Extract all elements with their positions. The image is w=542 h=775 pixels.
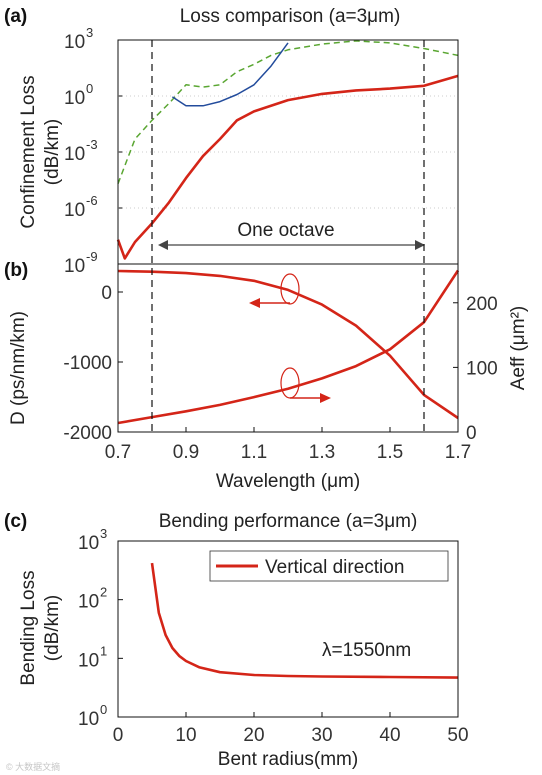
panel-c: (c) Bending performance (a=3μm) Bending …: [4, 511, 469, 770]
panel-a-ytick-exponent: -3: [86, 137, 98, 152]
panel-b-ytick-right-label: 0: [466, 423, 477, 444]
panel-c-ytick-base: 10: [78, 709, 99, 730]
panel-c-title: Bending performance (a=3μm): [159, 511, 418, 532]
panel-b-aeff-line: [117, 269, 460, 425]
panel-c-ytick-exponent: 2: [100, 585, 107, 600]
panel-b-ytick-right-label: 200: [466, 294, 498, 315]
panel-c-frame: [117, 540, 459, 718]
panel-a-ytick-exponent: -6: [86, 193, 98, 208]
panel-c-ylabel-line2: (dB/km): [42, 595, 63, 662]
panel-c-xtick-label: 0: [113, 725, 124, 746]
panel-b-frame: [117, 263, 459, 433]
panel-b-ytick-right-label: 100: [466, 358, 498, 379]
panel-c-xtick-label: 10: [175, 725, 196, 746]
panel-a-ytick-base: 10: [64, 256, 85, 277]
one-octave-arrow-left-head: [158, 240, 168, 250]
panel-b-xtick-label: 1.5: [377, 442, 403, 463]
aeff-curve-marker-ellipse: [280, 367, 300, 399]
panel-c-ytick-exponent: 1: [100, 643, 107, 658]
one-octave-label: One octave: [237, 220, 334, 241]
panel-b-xtick-label: 1.1: [241, 442, 267, 463]
panel-c-ytick-base: 10: [78, 650, 99, 671]
panel-a-title: Loss comparison (a=3μm): [180, 6, 401, 27]
panel-b-ytick-left-label: -1000: [63, 353, 112, 374]
panel-c-bending-loss-line: [150, 562, 459, 679]
d-curve-marker-ellipse: [280, 273, 300, 305]
panel-b-label: (b): [4, 260, 28, 281]
panel-a-ytick-base: 10: [64, 144, 85, 165]
panel-b-ytick-left-label: 0: [101, 283, 112, 304]
panel-b-ytick-left-label: -2000: [63, 423, 112, 444]
panel-b-xtick-label: 0.7: [105, 442, 131, 463]
panel-c-xtick-label: 20: [243, 725, 264, 746]
panel-a-ylabel-line1: Confinement Loss: [18, 75, 39, 228]
panel-c-ytick-exponent: 3: [100, 526, 107, 541]
panel-a-ytick-exponent: 0: [86, 81, 93, 96]
panel-a-ytick-base: 10: [64, 88, 85, 109]
aeff-axis-arrow-head: [320, 393, 331, 403]
panel-a-series-line-2: [117, 40, 459, 184]
panel-b-dispersion-line: [117, 269, 459, 420]
watermark-text: © 大数据文摘: [6, 761, 60, 772]
panel-b-xlabel: Wavelength (μm): [216, 471, 360, 492]
panel-b-xtick-label: 0.9: [173, 442, 199, 463]
panel-c-annotation: λ=1550nm: [322, 640, 411, 661]
one-octave-arrow-right-head: [415, 240, 425, 250]
panel-a-ylabel-line2: (dB/km): [42, 119, 63, 186]
panel-a-ytick-exponent: -9: [86, 249, 98, 264]
panel-a-ytick-exponent: 3: [86, 25, 93, 40]
panel-a-ytick-base: 10: [64, 200, 85, 221]
panel-c-label: (c): [4, 511, 27, 532]
panel-c-xtick-label: 40: [379, 725, 400, 746]
panel-b-xtick-label: 1.3: [309, 442, 335, 463]
panel-a-ytick-base: 10: [64, 32, 85, 53]
panel-a-series-line-1: [116, 74, 459, 260]
panel-c-ytick-base: 10: [78, 533, 99, 554]
panel-c-ytick-exponent: 0: [100, 702, 107, 717]
d-axis-arrow-head: [249, 298, 260, 308]
panel-a-series-line-3: [171, 42, 289, 107]
panel-c-xlabel: Bent radius(mm): [218, 749, 358, 770]
panel-c-ytick-base: 10: [78, 592, 99, 613]
panel-c-ylabel-line1: Bending Loss: [18, 570, 39, 685]
panel-a-label: (a): [4, 6, 27, 27]
panel-b-ylabel-right: Aeff (μm²): [508, 306, 529, 391]
panel-c-xtick-label: 50: [447, 725, 468, 746]
panel-c-xtick-label: 30: [311, 725, 332, 746]
panel-b-ylabel-left: D (ps/nm/km): [8, 311, 29, 425]
panel-b: (b) D (ps/nm/km) Aeff (μm²) 0.7 0.9 1.1 1.3…: [4, 260, 529, 492]
panel-b-xtick-label: 1.7: [445, 442, 471, 463]
panel-a: (a) Loss comparison (a=3μm) Confinement …: [4, 6, 459, 277]
panel-c-legend-label: Vertical direction: [265, 557, 404, 578]
